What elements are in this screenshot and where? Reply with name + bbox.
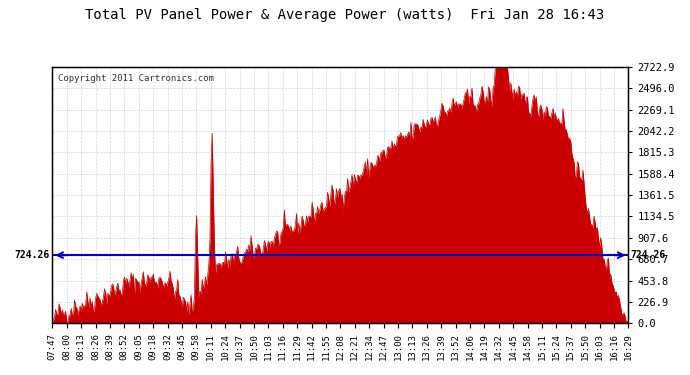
Text: 724.26: 724.26: [631, 250, 666, 260]
Text: Copyright 2011 Cartronics.com: Copyright 2011 Cartronics.com: [58, 75, 214, 84]
Text: 724.26: 724.26: [15, 250, 50, 260]
Text: Total PV Panel Power & Average Power (watts)  Fri Jan 28 16:43: Total PV Panel Power & Average Power (wa…: [86, 8, 604, 21]
